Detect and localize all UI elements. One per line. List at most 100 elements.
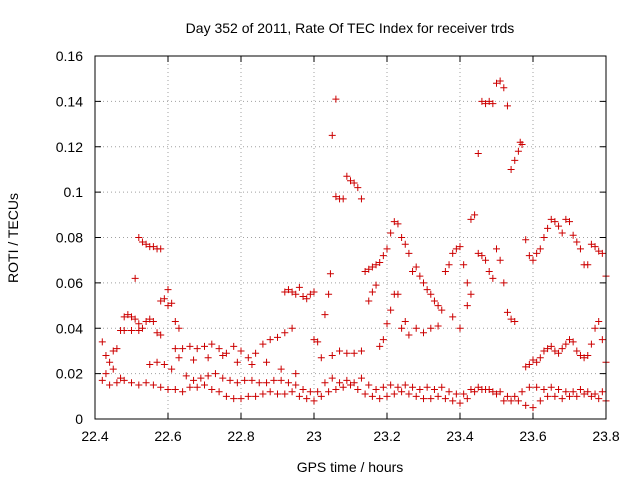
y-tick-label: 0.06 [56,275,83,291]
data-point [503,102,511,110]
data-point [339,195,347,203]
data-point [222,392,230,400]
data-point [390,218,398,226]
data-point [120,327,128,335]
y-tick-label: 0.16 [56,48,83,64]
data-point [306,388,314,396]
data-point [434,392,442,400]
data-point [113,345,121,353]
data-point [230,342,238,350]
data-point [405,249,413,257]
data-point [365,381,373,389]
data-point [186,342,194,350]
data-point [405,390,413,398]
data-point [576,351,584,359]
data-point [120,313,128,321]
data-point [175,324,183,332]
data-point [598,388,606,396]
data-point [383,392,391,400]
data-point [284,286,292,294]
data-point [394,220,402,228]
data-point [160,361,168,369]
data-point [131,274,139,282]
data-point [124,311,132,319]
data-point [201,342,208,350]
y-tick-label: 0.12 [56,139,83,155]
data-point [343,376,351,384]
data-point [215,388,223,396]
data-point [489,388,497,396]
data-point [467,215,475,223]
data-point [547,342,555,350]
data-point [551,392,559,400]
data-point [314,338,322,346]
data-point [336,379,344,387]
data-point [427,290,435,298]
data-point [171,317,179,325]
data-point [357,195,365,203]
data-point [409,383,417,391]
data-point [350,349,358,357]
data-point [536,397,544,405]
data-point [496,388,504,396]
data-point [544,392,552,400]
data-point [412,392,420,400]
data-point [317,354,325,362]
data-point [281,288,289,296]
data-point [299,292,307,300]
data-point [164,302,172,310]
data-point [248,376,256,384]
data-point [109,347,117,355]
data-point [138,324,146,332]
data-point [160,295,168,303]
data-point [460,261,468,269]
data-point [379,252,387,260]
data-point [518,140,526,148]
data-point [409,268,417,276]
data-point [171,345,179,353]
data-point [533,383,541,391]
data-point [562,215,570,223]
data-point [576,245,584,253]
data-point [518,388,526,396]
data-point [587,340,595,348]
data-point [182,372,190,380]
data-point [394,383,402,391]
data-point [485,97,493,105]
data-point [303,295,311,303]
data-point [295,392,303,400]
data-point [252,392,260,400]
data-point [412,263,420,271]
data-point [529,256,537,264]
data-point [507,165,515,173]
data-point [295,283,303,291]
data-point [299,386,307,394]
data-point [562,340,570,348]
data-point [233,379,241,387]
data-point [306,290,314,298]
data-point [456,324,464,332]
data-point [142,317,150,325]
data-point [146,361,154,369]
data-point [226,376,234,384]
data-point [584,261,592,269]
data-point [533,358,541,366]
data-point [201,381,208,389]
data-point [376,342,384,350]
data-point [427,324,435,332]
x-tick-label: 23.6 [519,428,546,444]
data-point [405,331,413,339]
data-point [587,392,595,400]
data-point [566,392,573,400]
data-point [255,379,263,387]
data-point [368,263,376,271]
data-point [208,340,216,348]
data-point [383,320,391,328]
data-point [522,363,530,371]
data-point [398,324,406,332]
data-point [456,399,464,407]
data-point [197,374,205,382]
data-point [259,390,267,398]
data-point [288,288,296,296]
data-point [347,177,354,185]
